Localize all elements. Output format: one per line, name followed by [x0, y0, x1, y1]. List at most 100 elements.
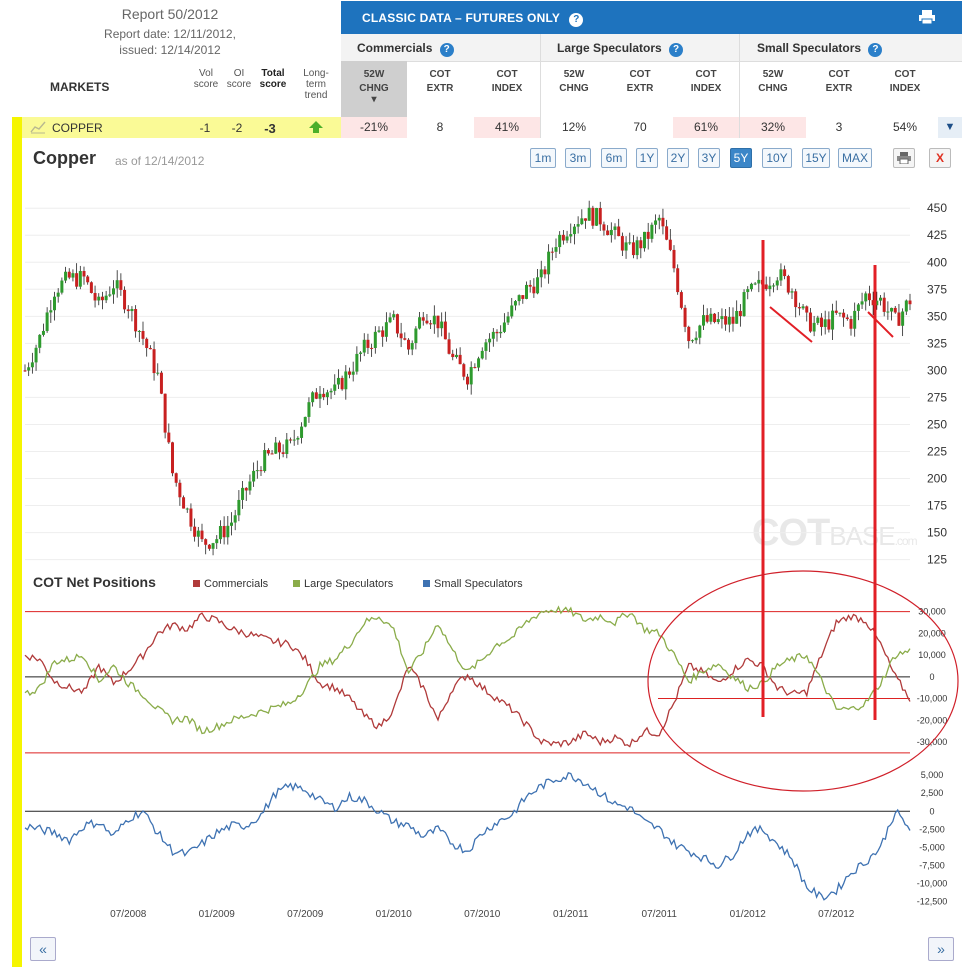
- group-large-label: Large Speculators: [557, 41, 662, 55]
- sub-header-cell[interactable]: 52W CHNG: [740, 68, 806, 96]
- value-cell: 54%: [892, 120, 918, 134]
- candle-body: [897, 312, 901, 326]
- sub-header-line1: COT: [629, 69, 651, 80]
- help-icon[interactable]: ?: [569, 13, 584, 27]
- candle-body: [565, 236, 569, 241]
- candle-body: [381, 330, 385, 337]
- group-large-speculators: Large Speculators ?: [557, 41, 684, 57]
- value-cell: 41%: [474, 117, 540, 138]
- candle-body: [241, 487, 245, 500]
- candle-body: [808, 312, 812, 332]
- candle-body: [558, 234, 562, 248]
- candle-body: [134, 309, 138, 332]
- sub-header-cell[interactable]: COT INDEX: [872, 68, 938, 96]
- candle-body: [842, 312, 846, 318]
- candle-body: [440, 321, 444, 329]
- range-button-15y[interactable]: 15Y: [802, 148, 830, 168]
- range-button-2y[interactable]: 2Y: [667, 148, 689, 168]
- candle-body: [473, 367, 477, 369]
- candle-body: [34, 347, 38, 363]
- watermark-com: .com: [894, 534, 918, 548]
- candle-body: [595, 207, 599, 226]
- sub-header-cell[interactable]: COT EXTR: [607, 68, 673, 96]
- sub-header-line2: INDEX: [889, 83, 921, 94]
- range-button-1y[interactable]: 1Y: [636, 148, 658, 168]
- sub-header-line2: INDEX: [690, 83, 722, 94]
- print-chart-button[interactable]: [893, 148, 915, 168]
- help-icon[interactable]: ?: [439, 43, 454, 57]
- candle-body: [820, 317, 823, 327]
- range-button-5y[interactable]: 5Y: [730, 148, 752, 168]
- candle-body: [115, 280, 119, 289]
- candle-body: [152, 349, 156, 374]
- sub-header-line2: EXTR: [825, 83, 853, 94]
- range-button-6m[interactable]: 6m: [601, 148, 627, 168]
- trend-annotation: [867, 311, 894, 338]
- chart-icon: [30, 120, 46, 134]
- candle-body: [333, 384, 337, 391]
- range-button-max[interactable]: MAX: [838, 148, 872, 168]
- print-icon[interactable]: [918, 9, 936, 25]
- legend-swatch: [193, 580, 200, 587]
- candle-body: [27, 367, 31, 371]
- selected-row-indicator: [12, 117, 22, 967]
- candle-body: [189, 508, 193, 527]
- candle-body: [182, 497, 186, 509]
- scroll-left-button[interactable]: «: [30, 937, 56, 961]
- cot-title: COT Net Positions: [33, 574, 156, 590]
- candle-body: [71, 273, 75, 278]
- candle-body: [705, 315, 709, 322]
- candle-body: [204, 539, 208, 545]
- sub-header-cell[interactable]: COT INDEX: [474, 68, 540, 96]
- candle-body: [495, 331, 499, 334]
- candle-body: [797, 307, 801, 309]
- sub-header-cell[interactable]: 52W CHNG: [541, 68, 607, 96]
- candle-body: [318, 393, 322, 399]
- close-chart-button[interactable]: X: [929, 148, 951, 168]
- candle-body: [580, 218, 584, 225]
- sub-header-cell[interactable]: COT EXTR: [407, 68, 473, 96]
- range-button-3m[interactable]: 3m: [565, 148, 591, 168]
- candle-body: [879, 297, 882, 301]
- candle-body: [576, 224, 580, 227]
- sub-header-line1: COT: [894, 69, 916, 80]
- copper-row[interactable]: [12, 117, 342, 138]
- legend-large-speculators: Large Speculators: [293, 578, 393, 590]
- candle-body: [259, 470, 263, 472]
- range-button-3y[interactable]: 3Y: [698, 148, 720, 168]
- help-icon[interactable]: ?: [868, 43, 883, 57]
- candle-body: [631, 242, 635, 256]
- help-icon[interactable]: ?: [669, 43, 684, 57]
- expand-row-button[interactable]: ▼: [938, 117, 962, 138]
- candle-body: [67, 271, 71, 278]
- legend-swatch: [423, 580, 430, 587]
- oi-score-value: -2: [231, 121, 243, 135]
- sub-header-cell[interactable]: COT EXTR: [806, 68, 872, 96]
- chart-as-of: as of 12/14/2012: [115, 154, 205, 168]
- sub-header-line2: CHNG: [758, 83, 788, 94]
- candle-body: [584, 218, 587, 221]
- scroll-right-button[interactable]: »: [928, 937, 954, 961]
- range-button-1m[interactable]: 1m: [530, 148, 556, 168]
- value-cell: 70: [633, 120, 647, 134]
- sub-header-line2: CHNG: [559, 83, 589, 94]
- group-header-bar: [341, 34, 962, 62]
- candle-body: [517, 295, 521, 302]
- candle-body: [488, 338, 492, 343]
- candle-body: [628, 242, 632, 244]
- candle-body: [572, 226, 576, 235]
- candle-body: [668, 239, 672, 250]
- candle-body: [827, 319, 831, 330]
- candle-body: [447, 339, 451, 354]
- candle-body: [104, 295, 108, 301]
- candle-body: [532, 286, 536, 294]
- candle-body: [248, 481, 252, 491]
- range-button-10y[interactable]: 10Y: [762, 148, 792, 168]
- market-name[interactable]: COPPER: [52, 121, 103, 135]
- sub-header-cell[interactable]: 52W CHNG ▾: [341, 68, 407, 105]
- sub-header-cell[interactable]: COT INDEX: [673, 68, 739, 96]
- candle-body: [403, 338, 407, 340]
- candle-body: [274, 442, 278, 454]
- candle-body: [86, 276, 90, 283]
- candle-body: [757, 279, 761, 284]
